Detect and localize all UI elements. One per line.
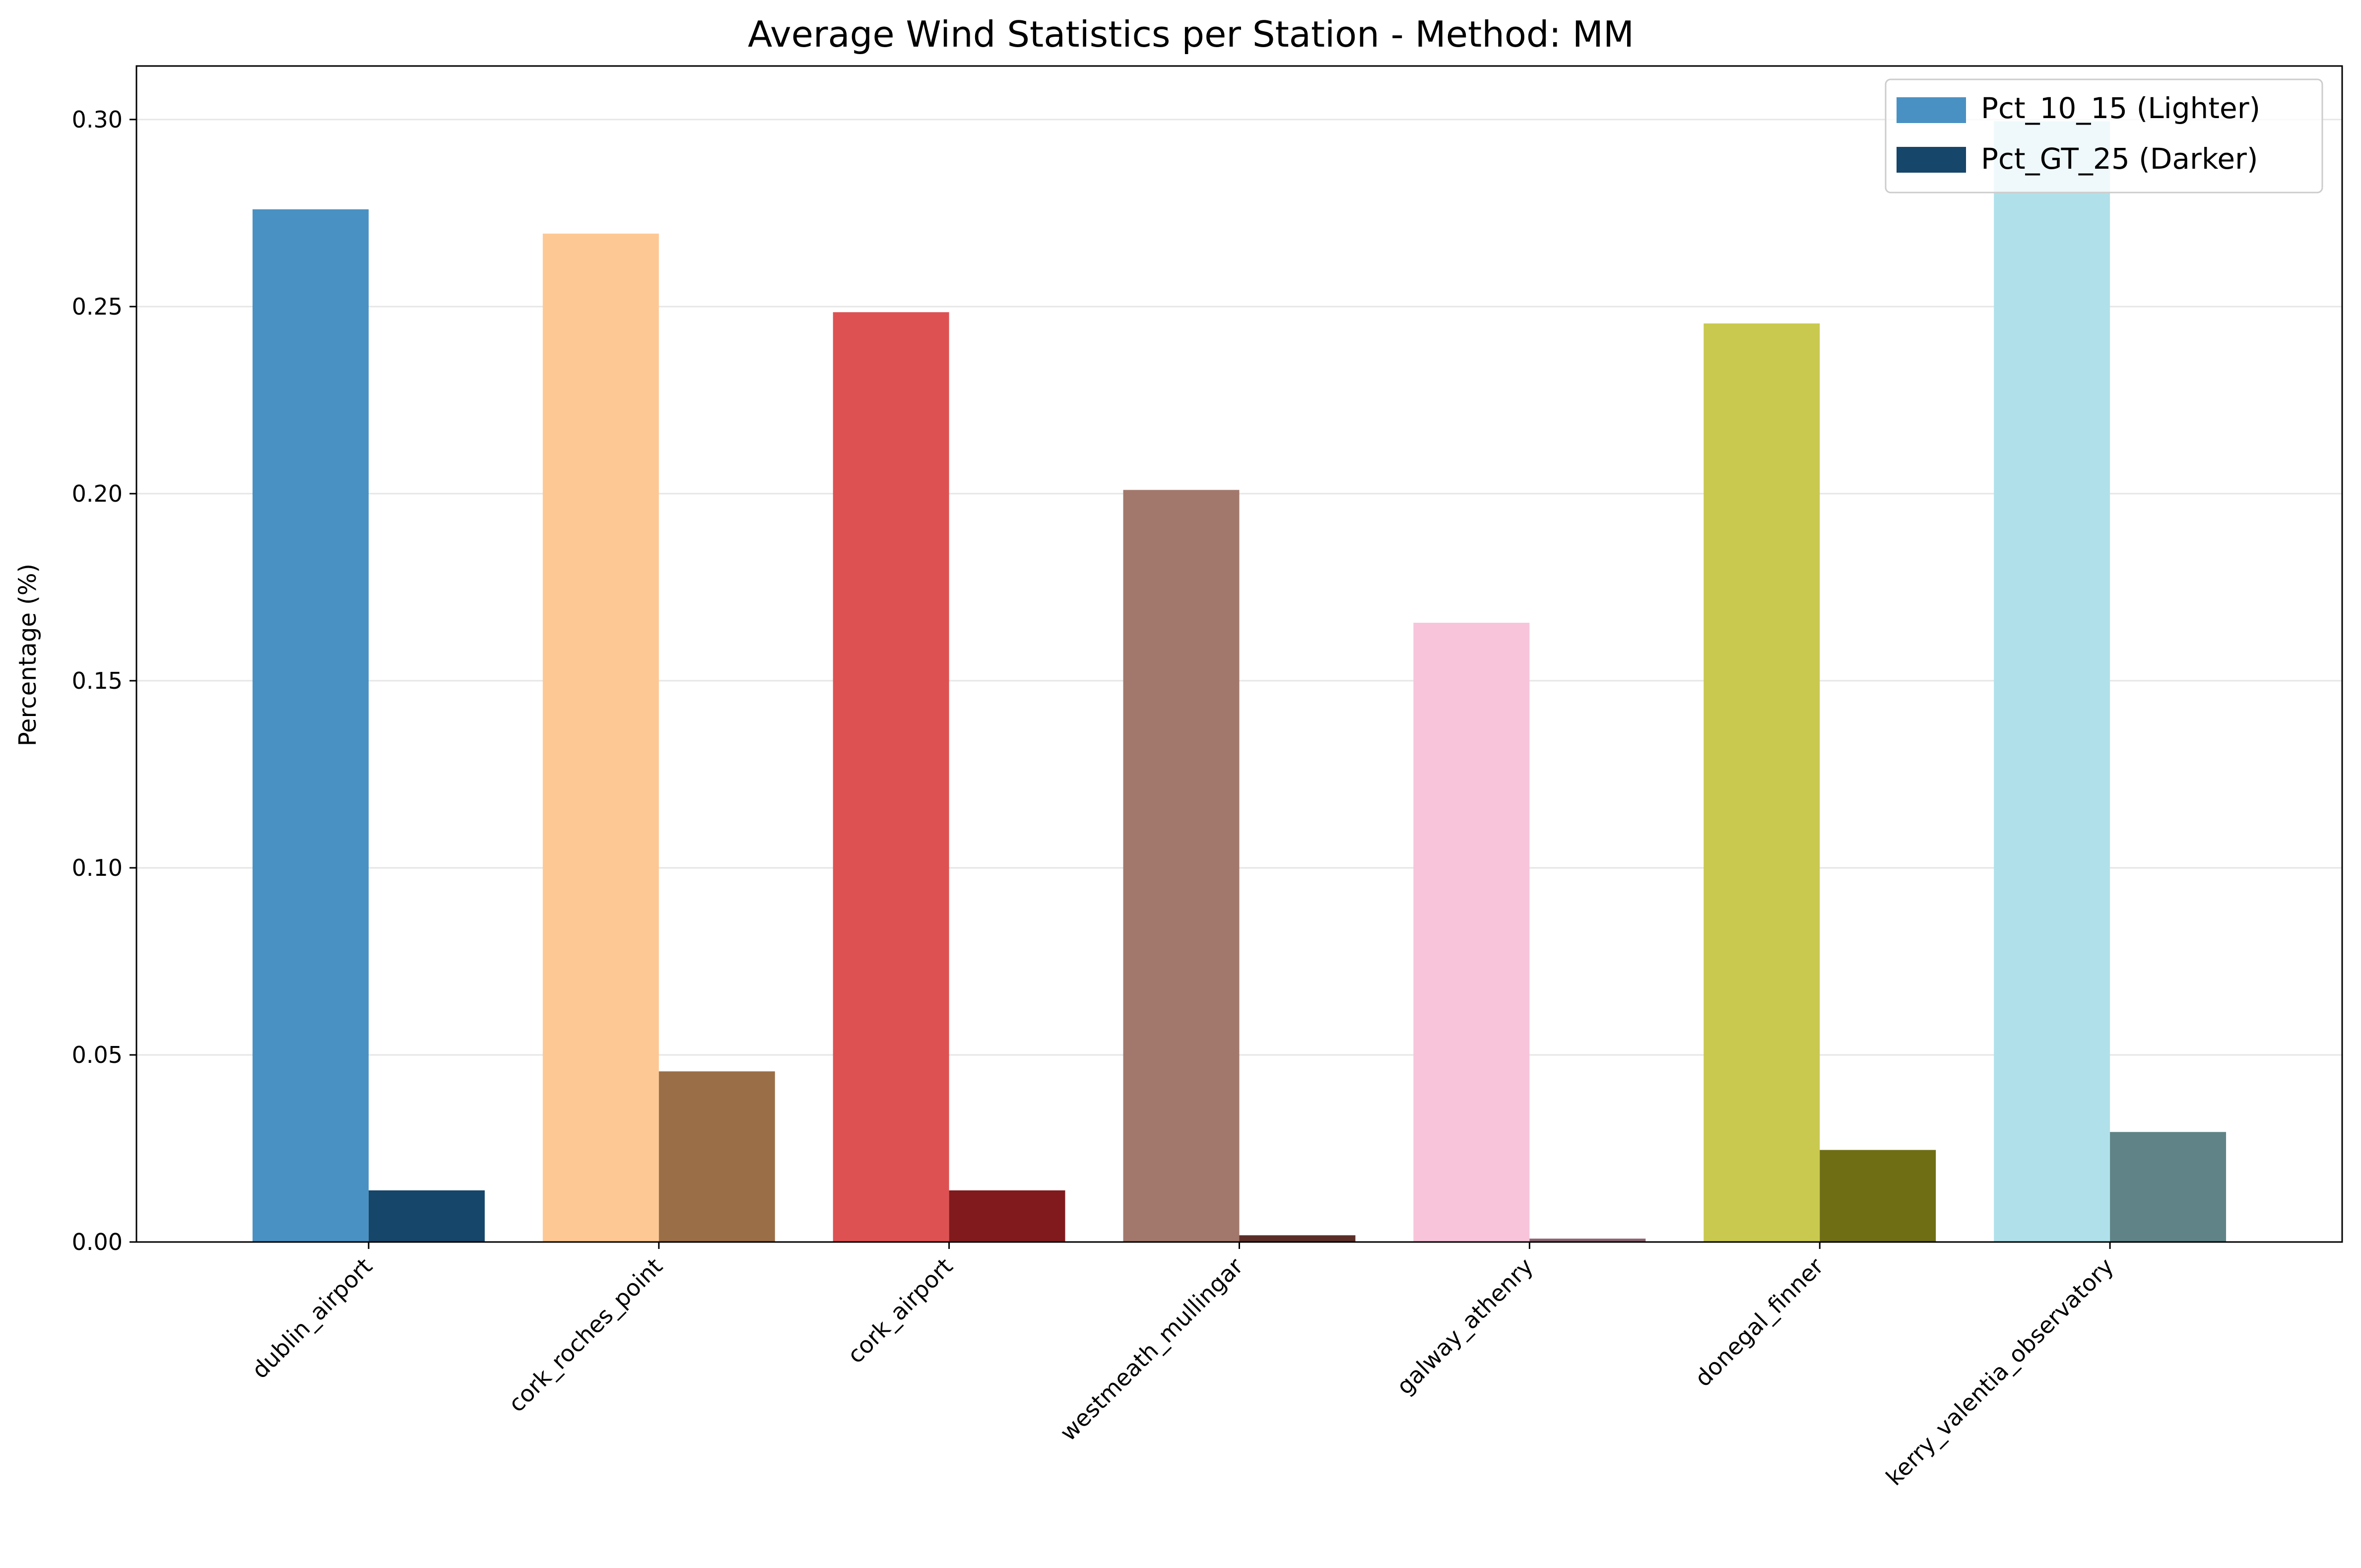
bar-pct-gt-25	[1820, 1150, 1936, 1242]
y-tick-label: 0.25	[72, 293, 123, 320]
bars-group	[252, 121, 2227, 1242]
bar-pct-10-15	[542, 233, 659, 1242]
legend-swatch-pct-10-15	[1897, 97, 1966, 123]
bar-pct-gt-25	[658, 1071, 775, 1242]
y-axis-label: Percentage (%)	[14, 564, 42, 746]
y-tick-label: 0.05	[72, 1042, 123, 1068]
bar-pct-10-15	[1123, 490, 1240, 1242]
bar-pct-gt-25	[1529, 1239, 1646, 1242]
y-tick-label: 0.20	[72, 480, 123, 507]
chart-title: Average Wind Statistics per Station - Me…	[748, 13, 1634, 55]
y-tick-label: 0.15	[72, 667, 123, 694]
bar-pct-10-15	[252, 209, 369, 1242]
bar-pct-10-15	[1704, 323, 1820, 1242]
bar-pct-10-15	[833, 312, 949, 1242]
legend-label-pct-10-15: Pct_10_15 (Lighter)	[1981, 91, 2260, 125]
bar-pct-gt-25	[2110, 1132, 2227, 1242]
legend-label-pct-gt-25: Pct_GT_25 (Darker)	[1981, 142, 2258, 176]
bar-pct-10-15	[1994, 121, 2110, 1242]
bar-pct-gt-25	[1239, 1235, 1356, 1242]
legend-swatch-pct-gt-25	[1897, 147, 1966, 173]
y-tick-label: 0.30	[72, 106, 123, 133]
legend: Pct_10_15 (Lighter) Pct_GT_25 (Darker)	[1885, 78, 2323, 194]
bar-pct-gt-25	[949, 1190, 1065, 1242]
bar-pct-10-15	[1413, 623, 1530, 1242]
legend-frame	[1885, 78, 2323, 194]
bar-pct-gt-25	[368, 1190, 485, 1242]
y-axis-ticks: 0.00 0.05 0.10 0.15 0.20 0.25 0.30	[72, 106, 136, 1255]
y-tick-label: 0.00	[72, 1229, 123, 1255]
y-tick-label: 0.10	[72, 854, 123, 881]
